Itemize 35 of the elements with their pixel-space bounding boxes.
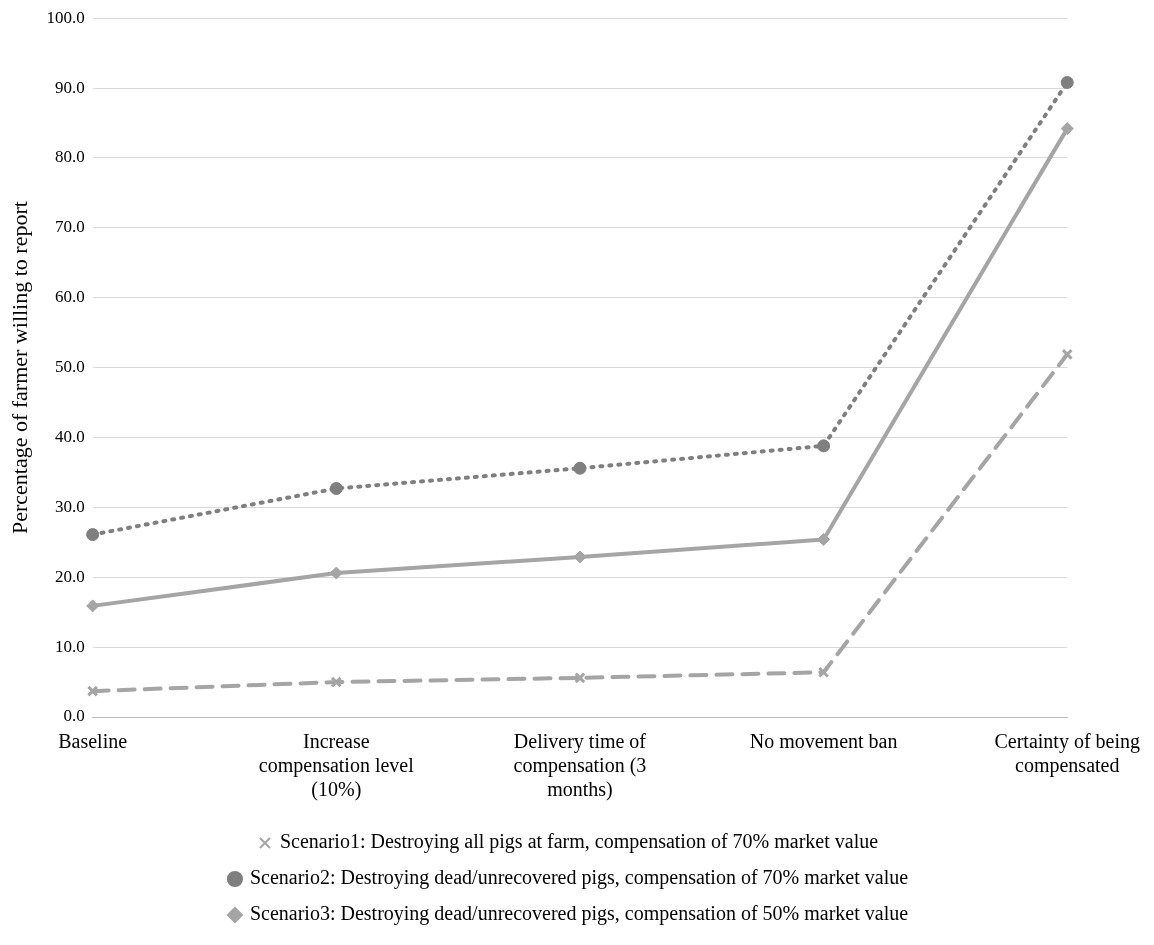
point — [86, 685, 99, 697]
point — [1061, 348, 1073, 361]
point — [574, 672, 586, 684]
point — [817, 439, 831, 453]
point — [573, 550, 587, 564]
legend-label: Scenario1: Destroying all pigs at farm, compensation of 70% market value — [279, 830, 879, 854]
legend-label: Scenario2: Destroying dead/unrecovered pigs, compensation of 70% market value — [249, 866, 909, 890]
y-tick-label: 100.0 — [46, 7, 85, 27]
point — [817, 533, 831, 547]
y-tick-label: 40.0 — [54, 426, 85, 446]
x-tick-label: No movement ban — [749, 730, 898, 753]
point — [1060, 122, 1074, 136]
y-tick-label: 60.0 — [54, 287, 85, 307]
y-tick-label: 50.0 — [54, 357, 85, 377]
point — [1060, 75, 1074, 89]
point — [86, 599, 100, 613]
y-tick-label: 80.0 — [54, 147, 85, 167]
point — [330, 676, 343, 688]
point — [86, 528, 100, 542]
y-tick-label: 30.0 — [54, 496, 85, 516]
y-tick-label: 70.0 — [54, 217, 85, 237]
point — [817, 666, 830, 679]
point — [329, 566, 343, 580]
x-tick-label: Delivery time of compensation (3 months) — [513, 730, 647, 802]
y-axis-title: Percentage of farmer willing to report — [6, 201, 32, 535]
point — [329, 481, 343, 495]
legend-label: Scenario3: Destroying dead/unrecovered pigs, compensation of 50% market value — [249, 902, 909, 926]
y-tick-label: 20.0 — [54, 566, 85, 586]
x-tick-label: Increase compensation level (10%) — [258, 730, 415, 802]
y-tick-label: 0.0 — [63, 706, 85, 726]
point — [573, 461, 587, 475]
y-tick-label: 90.0 — [54, 77, 85, 97]
x-tick-label: Certainty of being compensated — [994, 730, 1141, 778]
x-tick-label: Baseline — [58, 730, 128, 753]
y-tick-label: 10.0 — [54, 636, 85, 656]
